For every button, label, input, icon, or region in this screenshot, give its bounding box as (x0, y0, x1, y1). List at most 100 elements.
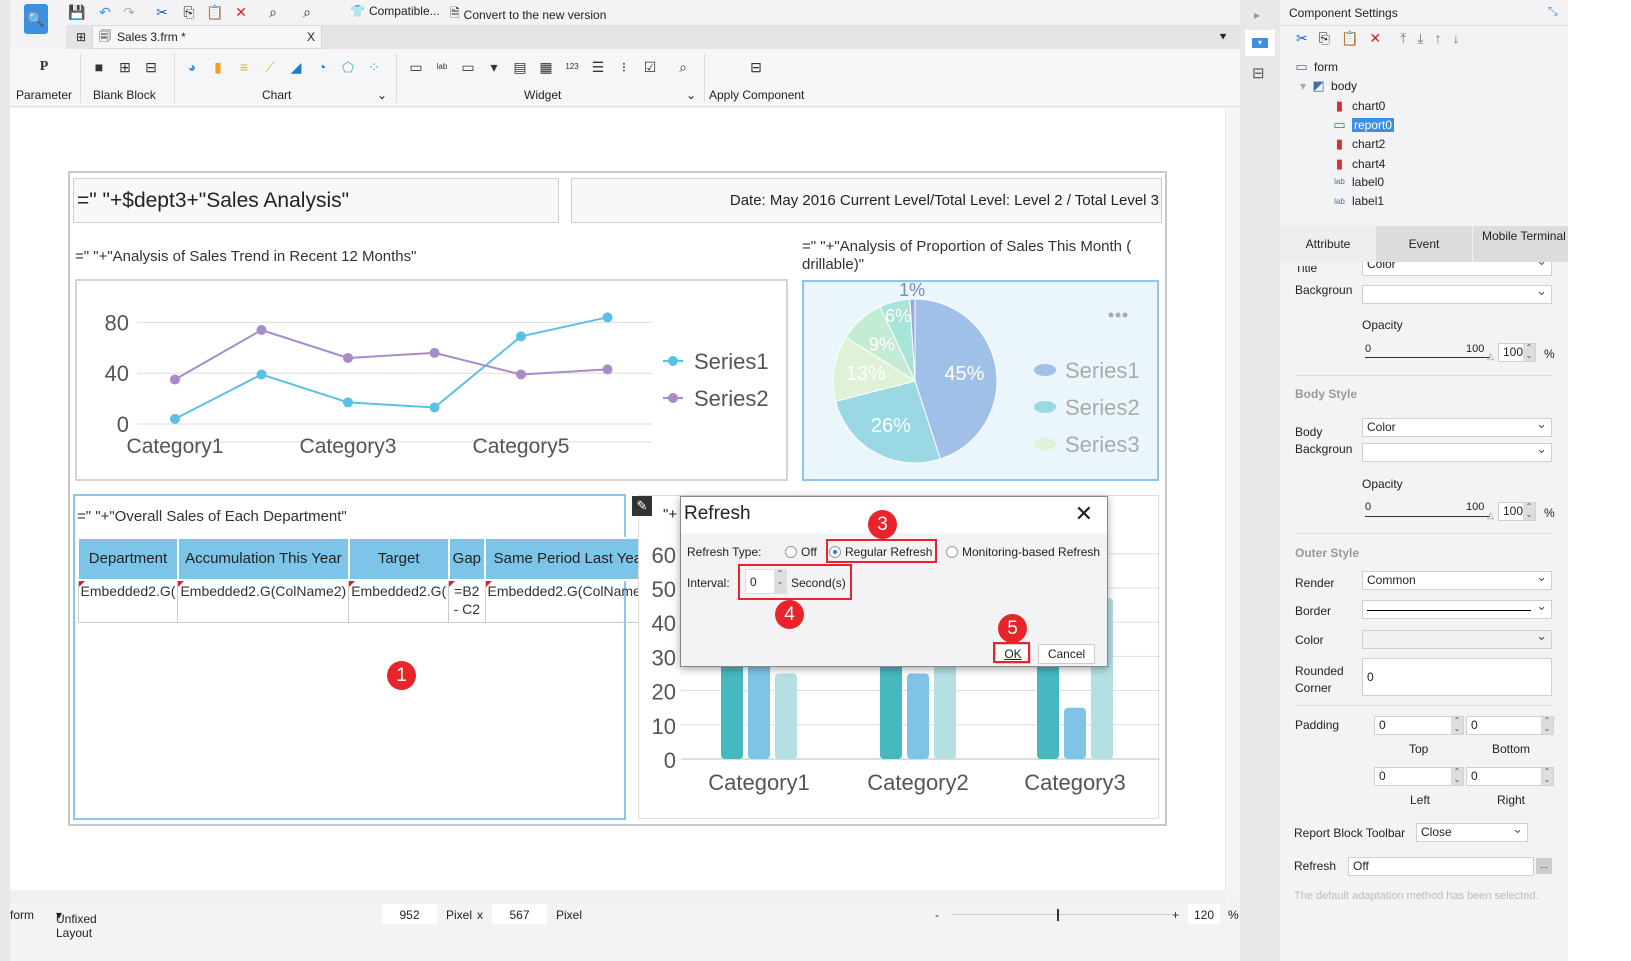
button-widget-icon[interactable]: ▭ (409, 59, 423, 75)
date-widget-icon[interactable]: ▦ (539, 59, 553, 75)
body-background-select[interactable] (1362, 441, 1552, 462)
dropdown-widget-icon[interactable]: ▾ (490, 59, 498, 75)
zoom-input[interactable]: 120 (1188, 904, 1220, 924)
report-block[interactable]: =" "+"Overall Sales of Each Department" … (73, 494, 694, 820)
opacity-stepper[interactable]: ⌃ ⌄ (1523, 344, 1535, 361)
widget-expand-icon[interactable]: ⌄ (686, 88, 697, 102)
table-header[interactable]: Accumulation This Year (176, 537, 350, 581)
move-up-icon[interactable]: ↑ (1434, 30, 1442, 46)
delete-icon[interactable]: ✕ (1369, 30, 1382, 46)
query-button-icon[interactable]: ⌕ (679, 59, 687, 75)
layout-icon[interactable]: ⊟ (1252, 65, 1265, 82)
date-level-label[interactable]: Date: May 2016 Current Level/Total Level… (571, 178, 1162, 223)
save-icon[interactable]: 💾 (68, 4, 86, 20)
interval-input[interactable]: 0 ⌃ ⌄ (745, 569, 787, 594)
table-cell[interactable]: Embedded2.G( (348, 579, 450, 623)
tree-item-label0[interactable]: lab label0 (1332, 175, 1384, 189)
radar-chart-icon[interactable]: ⬠ (341, 59, 355, 75)
paste-icon[interactable]: 📋 (206, 4, 224, 20)
bar-chart-icon[interactable]: ▮ (214, 59, 222, 75)
preview-icon[interactable]: ⌕ (303, 4, 311, 20)
move-bottom-icon[interactable]: ⤓ (1417, 30, 1424, 46)
padding-left-input[interactable]: 0 ⌃ ⌄ (1374, 767, 1464, 786)
tree-item-chart2[interactable]: ▮ chart2 (1332, 136, 1385, 152)
parameter-icon[interactable]: P (39, 59, 49, 74)
zoom-out-button[interactable]: - (935, 908, 939, 922)
cancel-button[interactable]: Cancel (1038, 644, 1095, 664)
grid-block-icon[interactable]: ⊟ (145, 59, 157, 75)
table-cell[interactable]: =B2 - C2 (448, 579, 486, 623)
chart-expand-icon[interactable]: ⌄ (377, 88, 388, 102)
expand-right-icon[interactable]: ▸ (1254, 8, 1261, 22)
cut-icon[interactable]: ✂ (156, 4, 168, 20)
component-settings-tab-icon[interactable]: ▾ (1245, 30, 1275, 56)
number-widget-icon[interactable]: 123 (565, 62, 579, 71)
checkbox-group-icon[interactable]: ☑ (643, 59, 657, 75)
table-header[interactable]: Target (347, 537, 450, 581)
tree-item-chart0[interactable]: ▮ chart0 (1332, 98, 1385, 114)
left-collapse-strip[interactable] (0, 0, 10, 961)
height-input[interactable]: 567 (492, 904, 547, 924)
tree-item-label1[interactable]: lab label1 (1332, 194, 1384, 208)
edit-icon[interactable]: ✎ (632, 496, 652, 516)
line-chart-icon[interactable]: ⟋ (265, 59, 275, 75)
line-chart[interactable]: 0 40 80 Category1 Category3 Category5 Series1 S… (75, 279, 788, 481)
padding-right-stepper[interactable]: ⌃ ⌄ (1541, 768, 1553, 785)
body-background-type-select[interactable]: Color (1362, 416, 1552, 437)
body-opacity-stepper[interactable]: ⌃ ⌄ (1523, 503, 1535, 520)
interval-stepper[interactable]: ⌃ ⌄ (774, 570, 786, 593)
body-opacity-input[interactable]: 100 ⌃ ⌄ (1498, 502, 1536, 521)
radio-monitoring-refresh[interactable]: Monitoring-based Refresh (946, 545, 1100, 559)
rounded-corner-input[interactable]: 0 (1362, 658, 1552, 696)
ok-button[interactable]: OK (995, 644, 1031, 664)
pie-chart[interactable]: 45% 26% 13% 9% 6% 1% Series1 Series2 Series3 (802, 280, 1159, 481)
copy-icon[interactable]: ⎘ (183, 4, 195, 20)
border-color-select[interactable] (1362, 628, 1552, 649)
app-logo-icon[interactable]: 🔍 (24, 4, 48, 34)
layout-select[interactable]: Unfixed Layout ▾ (56, 908, 97, 940)
tab-menu-icon[interactable]: ⯆ (1218, 29, 1228, 44)
tab-sales-3[interactable]: 🗐 Sales 3.frm * X (92, 25, 322, 49)
horizontal-scrollbar[interactable] (10, 890, 1225, 904)
dropdown-tree-icon[interactable]: ▤ (513, 59, 527, 75)
border-select[interactable] (1362, 598, 1552, 619)
table-header[interactable]: Gap (447, 537, 487, 581)
area-chart-icon[interactable]: ◢ (290, 59, 302, 75)
redo-icon[interactable]: ↷ (123, 4, 135, 20)
template-preview-icon[interactable]: ⌕ (269, 4, 277, 20)
table-cell[interactable]: Embedded2.G( (77, 579, 179, 623)
padding-left-stepper[interactable]: ⌃ ⌄ (1451, 768, 1463, 785)
delete-icon[interactable]: ✕ (235, 4, 247, 20)
close-icon[interactable]: ✕ (1074, 501, 1093, 526)
gauge-chart-icon[interactable]: ◔ (317, 59, 327, 75)
padding-right-input[interactable]: 0 ⌃ ⌄ (1466, 767, 1554, 786)
cut-icon[interactable]: ✂ (1296, 30, 1308, 46)
tree-item-chart4[interactable]: ▮ chart4 (1332, 156, 1385, 172)
tree-item-form[interactable]: ▭ form (1294, 59, 1338, 75)
zoom-slider[interactable] (952, 914, 1172, 915)
body-opacity-slider-handle[interactable]: △ (1487, 510, 1494, 520)
radio-off[interactable]: Off (785, 545, 817, 559)
padding-top-input[interactable]: 0 ⌃ ⌄ (1374, 716, 1464, 735)
parameter-group-label[interactable]: Parameter (16, 88, 73, 102)
label-widget-icon[interactable]: lab (436, 62, 448, 71)
opacity-slider[interactable] (1365, 357, 1490, 358)
zoom-in-button[interactable]: + (1172, 908, 1180, 922)
convert-button[interactable]: 🗎 Convert to the new version (450, 4, 606, 25)
vertical-scrollbar[interactable] (1225, 108, 1240, 890)
paste-icon[interactable]: 📋 (1340, 30, 1359, 46)
refresh-settings-button[interactable]: ... (1536, 858, 1552, 874)
apply-component-label[interactable]: Apply Component (709, 88, 805, 102)
text-widget-icon[interactable]: ▭ (461, 59, 475, 75)
tab-attribute[interactable]: Attribute (1280, 226, 1376, 262)
opacity-input[interactable]: 100 ⌃ ⌄ (1498, 343, 1536, 362)
title-background-select[interactable]: Color (1362, 262, 1552, 276)
tab-event[interactable]: Event (1408, 237, 1440, 251)
table-cell[interactable]: Embedded2.G(ColName2) (177, 579, 350, 623)
radio-group-icon[interactable]: ⁝ (621, 59, 627, 75)
tab-mobile-terminal[interactable]: Mobile Terminal (1472, 226, 1568, 262)
table-header[interactable]: Same Period Last Year (484, 537, 657, 581)
pin-icon[interactable]: ⤡ (1548, 4, 1558, 18)
move-down-icon[interactable]: ↓ (1452, 30, 1460, 46)
split-block-icon[interactable]: ⊞ (119, 59, 131, 75)
